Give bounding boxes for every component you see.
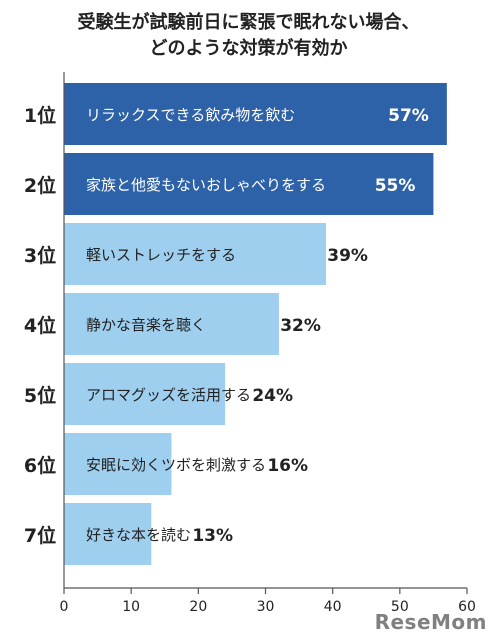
rank-label-4: 4位 — [24, 314, 56, 337]
rank-label-7: 7位 — [24, 524, 56, 547]
bar-6 — [64, 433, 172, 495]
rank-label-2: 2位 — [24, 174, 56, 197]
bar-7 — [64, 503, 152, 565]
category-label-1: リラックスできる飲み物を飲む — [86, 106, 295, 124]
chart-title-line-1: 受験生が試験前日に緊張で眠れない場合、 — [77, 12, 420, 33]
value-label-7: 13% — [192, 526, 233, 546]
rank-label-1: 1位 — [24, 104, 56, 127]
category-label-4: 静かな音楽を聴く — [86, 316, 206, 334]
x-tick-label-0: 0 — [60, 599, 69, 615]
value-label-5: 24% — [252, 386, 293, 406]
value-label-2: 55% — [375, 176, 416, 196]
x-tick-label-10: 10 — [122, 599, 140, 615]
value-label-6: 16% — [267, 456, 308, 476]
x-tick-label-20: 20 — [189, 599, 207, 615]
value-label-4: 32% — [280, 316, 321, 336]
bar-3 — [64, 223, 326, 285]
bar-5 — [64, 363, 226, 425]
x-tick-label-50: 50 — [391, 599, 409, 615]
x-tick-label-40: 40 — [324, 599, 342, 615]
category-label-6: 安眠に効くツボを刺激する — [86, 456, 266, 474]
chart-title-line-2: どのような対策が有効か — [149, 38, 348, 59]
value-label-1: 57% — [388, 106, 429, 126]
bar-2 — [64, 153, 434, 215]
x-tick-label-30: 30 — [257, 599, 275, 615]
category-label-3: 軽いストレッチをする — [86, 246, 236, 264]
category-label-5: アロマグッズを活用する — [86, 386, 251, 404]
value-label-3: 39% — [327, 246, 368, 266]
rank-label-3: 3位 — [24, 244, 56, 267]
rank-label-5: 5位 — [24, 384, 56, 407]
watermark-logo: ReseMom — [374, 610, 487, 634]
x-tick-label-60: 60 — [458, 599, 476, 615]
category-label-2: 家族と他愛もないおしゃべりをする — [86, 176, 326, 194]
bar-1 — [64, 83, 447, 145]
rank-label-6: 6位 — [24, 454, 56, 477]
bar-4 — [64, 293, 279, 355]
category-label-7: 好きな本を読む — [86, 526, 191, 544]
